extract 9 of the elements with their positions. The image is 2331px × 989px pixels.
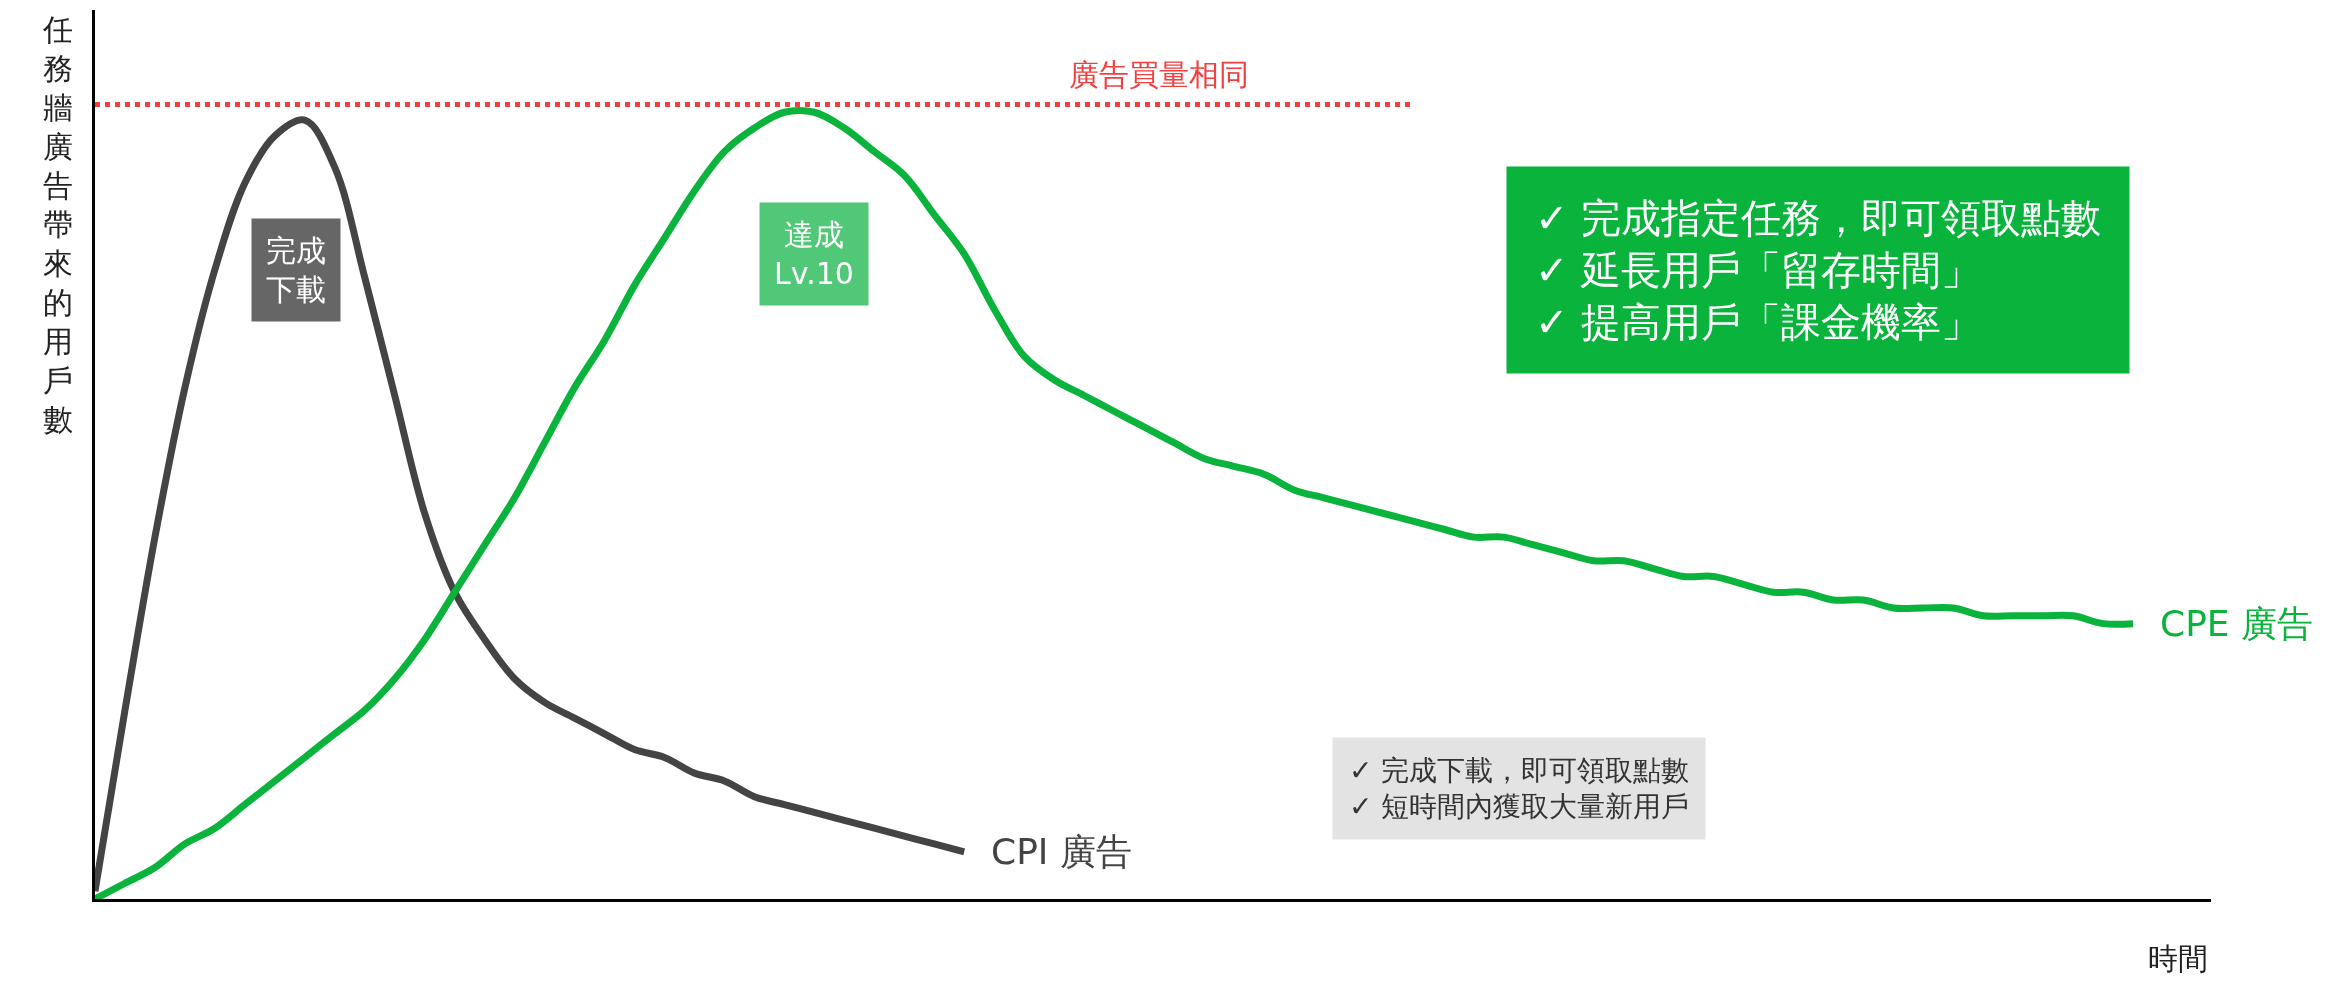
annotation: ✓ 完成指定任務，即可領取點數 ✓ 延長用戶「留存時間」 ✓ 提高用戶「課金機率」 bbox=[1535, 195, 2102, 345]
ref-line-label: 廣告買量相同 bbox=[1069, 57, 1249, 92]
x-axis-title: 時間 bbox=[2148, 941, 2208, 976]
text: 任務牆廣告帶來的用戶數 bbox=[43, 12, 73, 437]
series-label: CPE 廣告 bbox=[2160, 603, 2314, 644]
annotation: 完成下載 bbox=[266, 233, 326, 307]
annotation: ✓ 完成下載，即可領取點數 ✓ 短時間內獲取大量新用戶 bbox=[1349, 754, 1690, 824]
series-label: CPI 廣告 bbox=[991, 831, 1132, 872]
annotation: 達成Lv.10 bbox=[774, 217, 854, 291]
